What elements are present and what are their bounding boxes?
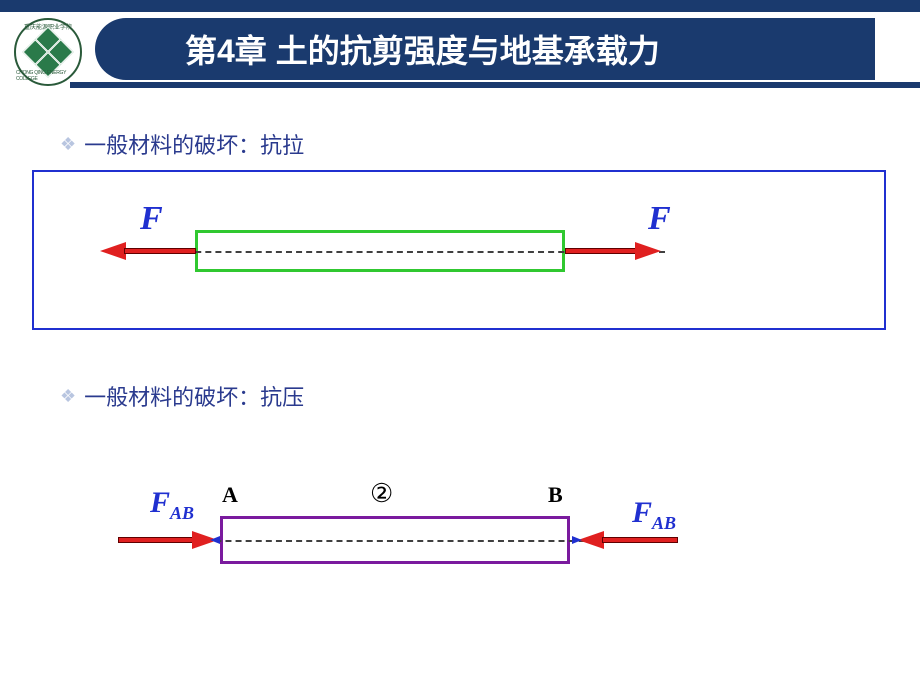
diamond-icon: ❖ (60, 386, 76, 407)
chapter-title: 第4章 土的抗剪强度与地基承载力 (185, 26, 660, 72)
bullet-tension: ❖ 一般材料的破坏：抗拉 (60, 128, 304, 160)
compression-left-arrow (118, 535, 218, 545)
top-accent-bar (0, 0, 920, 12)
compression-right-arrow (578, 535, 678, 545)
bullet-compression-text: 一般材料的破坏：抗压 (84, 380, 304, 412)
logo-text-en: CHONG QING ENERGY COLLEGE (16, 70, 80, 82)
tension-right-arrow (565, 246, 661, 256)
tension-left-arrow (100, 246, 196, 256)
tension-left-force-label: F (140, 200, 163, 238)
chapter-title-banner: 第4章 土的抗剪强度与地基承载力 (95, 18, 875, 80)
diamond-icon: ❖ (60, 134, 76, 155)
tension-right-force-label: F (648, 200, 671, 238)
member-number-label: ② (370, 478, 393, 509)
point-a-label: A (222, 482, 238, 508)
compression-right-force-label: FAB (632, 496, 676, 534)
force-symbol: F (632, 496, 652, 529)
reaction-left-icon (210, 536, 220, 544)
bullet-tension-text: 一般材料的破坏：抗拉 (84, 128, 304, 160)
compression-centerline (175, 540, 615, 542)
point-b-label: B (548, 482, 563, 508)
bullet-compression: ❖ 一般材料的破坏：抗压 (60, 380, 304, 412)
force-subscript: AB (170, 503, 194, 523)
force-symbol: F (150, 486, 170, 519)
force-subscript: AB (652, 513, 676, 533)
reaction-right-icon (572, 536, 582, 544)
title-underline (70, 82, 920, 88)
compression-left-force-label: FAB (150, 486, 194, 524)
institution-logo: 重庆能源职业学院 CHONG QING ENERGY COLLEGE (14, 18, 82, 86)
